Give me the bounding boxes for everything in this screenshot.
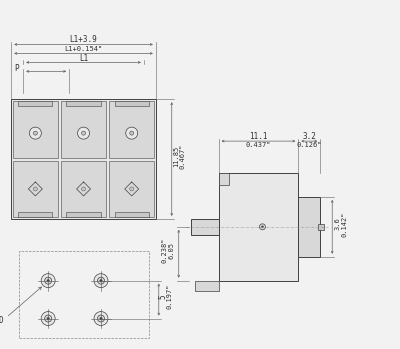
Bar [61, 161, 106, 217]
Circle shape [82, 131, 86, 135]
Text: 11.1: 11.1 [249, 132, 268, 141]
Circle shape [94, 274, 108, 288]
Circle shape [41, 312, 55, 326]
Circle shape [98, 315, 104, 322]
Circle shape [262, 226, 264, 228]
Bar [13, 101, 58, 157]
Text: 6.05: 6.05 [169, 242, 175, 259]
Text: 3.2: 3.2 [302, 132, 316, 141]
Bar [191, 219, 218, 235]
Bar [318, 224, 324, 230]
Bar [218, 173, 228, 185]
Bar [66, 101, 101, 106]
Bar [13, 161, 58, 217]
Text: L1+3.9: L1+3.9 [70, 35, 98, 44]
Circle shape [41, 274, 55, 288]
Circle shape [45, 277, 52, 284]
Bar [18, 101, 52, 106]
Bar [109, 101, 154, 157]
Text: 0.238": 0.238" [162, 238, 168, 263]
Text: 0.467": 0.467" [180, 143, 186, 169]
Circle shape [100, 317, 102, 320]
Text: 3.6: 3.6 [334, 217, 340, 230]
Bar [19, 251, 149, 339]
Circle shape [100, 280, 102, 282]
Circle shape [78, 127, 90, 139]
Text: 5: 5 [158, 294, 167, 299]
Bar [298, 197, 320, 257]
Circle shape [94, 312, 108, 326]
Bar [195, 281, 218, 291]
Circle shape [126, 127, 138, 139]
Text: P: P [15, 64, 19, 73]
Text: 0.142": 0.142" [341, 211, 347, 237]
Circle shape [47, 280, 49, 282]
Circle shape [130, 131, 134, 135]
Circle shape [260, 224, 266, 230]
Bar [66, 212, 101, 217]
Bar [18, 212, 52, 217]
Bar [11, 99, 156, 219]
Text: 0.126": 0.126" [296, 142, 322, 148]
Bar [61, 101, 106, 157]
Bar [115, 101, 149, 106]
Circle shape [33, 131, 37, 135]
Circle shape [45, 315, 52, 322]
Circle shape [130, 187, 134, 191]
Text: L1+0.154": L1+0.154" [64, 46, 103, 52]
Text: D: D [0, 316, 4, 325]
Circle shape [29, 127, 41, 139]
Bar [109, 161, 154, 217]
Circle shape [98, 277, 104, 284]
Circle shape [33, 187, 37, 191]
Bar [115, 212, 149, 217]
Circle shape [82, 187, 86, 191]
Bar [218, 173, 298, 281]
Text: 11.85: 11.85 [173, 146, 179, 167]
Text: 0.197": 0.197" [167, 284, 173, 309]
Text: 0.437": 0.437" [246, 142, 271, 148]
Circle shape [47, 317, 49, 320]
Text: L1: L1 [79, 54, 88, 63]
